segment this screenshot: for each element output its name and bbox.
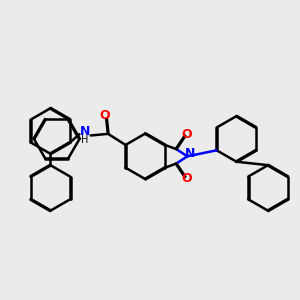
Text: O: O xyxy=(181,172,192,185)
Text: H: H xyxy=(81,135,89,145)
Text: O: O xyxy=(181,128,192,141)
Text: N: N xyxy=(80,125,90,138)
Text: O: O xyxy=(100,109,110,122)
Text: N: N xyxy=(185,147,195,160)
